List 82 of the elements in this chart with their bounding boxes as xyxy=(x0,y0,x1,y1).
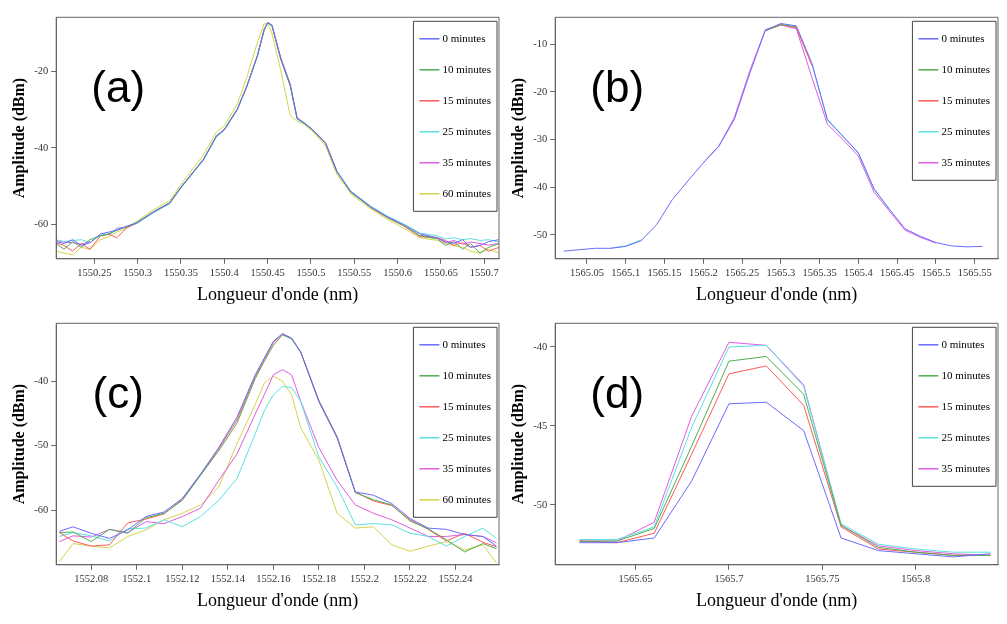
legend-label: 35 minutes xyxy=(442,155,492,168)
y-tick-label: -50 xyxy=(34,439,49,451)
y-tick-label: -40 xyxy=(34,375,49,387)
y-tick-label: -60 xyxy=(34,218,49,230)
x-tick-label: 1565.3 xyxy=(766,266,796,278)
x-tick-label: 1565.15 xyxy=(647,266,682,278)
x-tick-label: 1565.4 xyxy=(843,266,874,278)
x-tick-label: 1565.65 xyxy=(618,572,653,584)
x-tick-label: 1552.14 xyxy=(210,572,246,584)
x-tick-label: 1565.05 xyxy=(569,266,605,278)
legend-label: 60 minutes xyxy=(442,186,492,199)
annotation: (d) xyxy=(590,367,645,417)
y-tick-label: -50 xyxy=(533,498,548,510)
y-tick-label: -45 xyxy=(533,419,548,431)
x-tick-label: 1550.65 xyxy=(423,266,458,278)
x-tick-label: 1565.1 xyxy=(611,266,641,278)
x-axis-title: Longueur d'onde (nm) xyxy=(197,283,359,305)
legend-label: 0 minutes xyxy=(941,337,985,350)
legend-label: 25 minutes xyxy=(442,430,492,443)
x-axis-title: Longueur d'onde (nm) xyxy=(197,589,359,611)
legend-label: 35 minutes xyxy=(941,155,991,168)
legend-label: 25 minutes xyxy=(941,124,991,137)
x-tick-label: 1552.24 xyxy=(438,572,474,584)
y-tick-label: -10 xyxy=(533,37,548,49)
x-tick-label: 1565.2 xyxy=(688,266,718,278)
x-tick-label: 1565.35 xyxy=(802,266,837,278)
x-tick-label: 1565.5 xyxy=(921,266,951,278)
x-tick-label: 1550.25 xyxy=(77,266,112,278)
legend-label: 0 minutes xyxy=(442,31,486,44)
legend-label: 35 minutes xyxy=(442,461,492,474)
x-tick-label: 1552.12 xyxy=(165,572,200,584)
x-tick-label: 1552.1 xyxy=(122,572,152,584)
y-tick-label: -60 xyxy=(34,503,49,515)
legend-label: 10 minutes xyxy=(941,62,991,75)
legend-label: 0 minutes xyxy=(941,31,985,44)
x-tick-label: 1550.6 xyxy=(383,266,413,278)
y-tick-label: -30 xyxy=(533,133,548,145)
x-tick-label: 1550.3 xyxy=(123,266,153,278)
legend-label: 60 minutes xyxy=(442,492,492,505)
legend-label: 35 minutes xyxy=(941,461,991,474)
x-axis-title: Longueur d'onde (nm) xyxy=(696,283,858,305)
legend-label: 0 minutes xyxy=(442,337,486,350)
y-tick-label: -40 xyxy=(34,141,49,153)
y-tick-label: -20 xyxy=(34,65,49,77)
x-tick-label: 1552.22 xyxy=(392,572,428,584)
x-tick-label: 1565.45 xyxy=(880,266,915,278)
legend-label: 10 minutes xyxy=(941,368,991,381)
y-axis-title: Amplitude (dBm) xyxy=(9,77,28,199)
x-tick-label: 1550.35 xyxy=(163,266,199,278)
annotation: (c) xyxy=(92,367,144,417)
x-tick-label: 1552.16 xyxy=(256,572,291,584)
legend-label: 10 minutes xyxy=(442,368,492,381)
legend-label: 15 minutes xyxy=(442,399,492,412)
y-tick-label: -20 xyxy=(533,85,548,97)
x-tick-label: 1565.7 xyxy=(714,572,744,584)
y-axis-title: Amplitude (dBm) xyxy=(9,383,28,505)
legend-label: 25 minutes xyxy=(941,430,991,443)
y-axis-title: Amplitude (dBm) xyxy=(508,77,527,199)
x-tick-label: 1565.8 xyxy=(901,572,931,584)
x-tick-label: 1550.4 xyxy=(209,266,240,278)
x-tick-label: 1565.55 xyxy=(957,266,992,278)
y-tick-label: -40 xyxy=(533,340,548,352)
x-tick-label: 1550.5 xyxy=(296,266,326,278)
legend-label: 15 minutes xyxy=(941,93,991,106)
legend-label: 25 minutes xyxy=(442,124,492,137)
annotation: (b) xyxy=(590,61,645,111)
y-tick-label: -50 xyxy=(533,228,548,240)
y-tick-label: -40 xyxy=(533,180,548,192)
x-tick-label: 1550.55 xyxy=(337,266,372,278)
annotation: (a) xyxy=(91,61,146,111)
y-axis-title: Amplitude (dBm) xyxy=(508,383,527,505)
x-tick-label: 1565.75 xyxy=(805,572,840,584)
x-axis-title: Longueur d'onde (nm) xyxy=(696,589,858,611)
x-tick-label: 1550.7 xyxy=(469,266,499,278)
legend-label: 10 minutes xyxy=(442,62,492,75)
legend-label: 15 minutes xyxy=(941,399,991,412)
x-tick-label: 1550.45 xyxy=(250,266,285,278)
x-tick-label: 1552.08 xyxy=(74,572,109,584)
legend-label: 15 minutes xyxy=(442,93,492,106)
x-tick-label: 1552.2 xyxy=(350,572,379,584)
x-tick-label: 1565.25 xyxy=(725,266,760,278)
x-tick-label: 1552.18 xyxy=(301,572,336,584)
